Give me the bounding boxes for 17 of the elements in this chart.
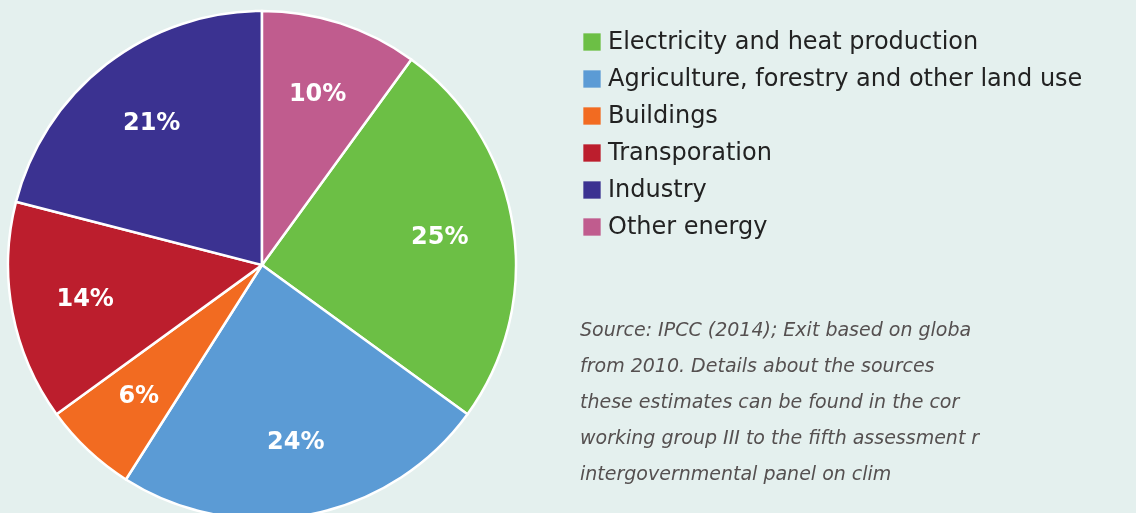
data-label: 6% — [118, 381, 160, 410]
data-label: 25% — [411, 221, 469, 250]
legend-label: Transporation — [607, 138, 772, 166]
data-label: 10% — [288, 78, 347, 107]
text: working group III to the fifth assessment r — [580, 426, 981, 448]
text: from 2010. Details about the sources — [580, 354, 935, 376]
data-label: 14% — [56, 283, 114, 312]
legend-label: Buildings — [608, 101, 718, 129]
data-label: 21% — [122, 107, 181, 136]
legend-label: Electricity and heat production — [608, 27, 979, 55]
legend-label: Other energy — [608, 212, 768, 240]
legend-label: Industry — [608, 175, 707, 203]
source-note: Source: IPCC (2014); Exit based on globa — [580, 318, 972, 340]
text: these estimates can be found in the cor — [580, 390, 961, 412]
data-label: 24% — [267, 426, 325, 455]
text: intergovernmental panel on clim — [580, 462, 892, 484]
legend-label: Agriculture, forestry and other land use — [608, 64, 1083, 92]
